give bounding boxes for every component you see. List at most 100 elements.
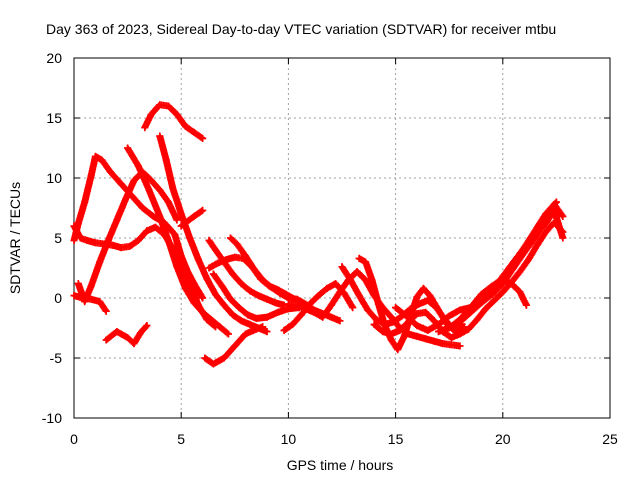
data-point: [91, 239, 99, 247]
data-series-arc-3: [74, 168, 181, 306]
data-point: [364, 306, 372, 314]
data-point: [143, 227, 151, 235]
y-tick-label: 5: [54, 230, 62, 246]
data-point: [259, 276, 267, 284]
data-point: [447, 341, 455, 349]
chart-title: Day 363 of 2023, Sidereal Day-to-day VTE…: [46, 21, 556, 37]
data-point: [242, 252, 250, 260]
data-point: [413, 293, 421, 301]
data-series-arc-9: [177, 206, 207, 230]
data-point: [177, 252, 185, 260]
data-point: [124, 144, 132, 152]
data-point: [169, 184, 177, 192]
data-point: [413, 322, 421, 330]
data-point: [488, 287, 496, 295]
data-point: [87, 282, 95, 290]
data-point: [173, 216, 181, 224]
data-point: [297, 311, 305, 319]
data-point: [203, 275, 211, 283]
data-point: [81, 298, 89, 306]
data-point: [214, 259, 222, 267]
data-point: [327, 313, 335, 321]
data-point: [347, 276, 355, 284]
data-point: [194, 256, 202, 264]
data-point: [284, 294, 292, 302]
data-point: [102, 336, 110, 344]
data-point: [231, 253, 239, 261]
data-point: [533, 241, 541, 249]
y-tick-label: 0: [54, 290, 62, 306]
y-tick-label: 15: [46, 110, 62, 126]
data-point: [98, 156, 106, 164]
data-point: [70, 236, 78, 244]
data-point: [128, 192, 136, 200]
data-point: [246, 287, 254, 295]
data-point: [164, 198, 172, 206]
x-tick-label: 20: [495, 431, 511, 447]
data-point: [272, 299, 280, 307]
data-point: [259, 323, 267, 331]
data-point: [552, 198, 560, 206]
data-point: [413, 332, 421, 340]
data-point: [464, 325, 472, 333]
data-point: [490, 296, 498, 304]
data-point: [413, 310, 421, 318]
data-point: [156, 212, 164, 220]
data-point: [274, 308, 282, 316]
data-point: [374, 300, 382, 308]
data-point: [220, 258, 228, 266]
data-point: [156, 101, 164, 109]
data-series-arc-12: [205, 236, 288, 309]
data-point: [134, 236, 142, 244]
data-point: [184, 268, 192, 276]
y-tick-label: -10: [42, 410, 62, 426]
data-point: [117, 180, 125, 188]
data-point: [338, 263, 346, 271]
data-point: [87, 172, 95, 180]
data-point: [293, 295, 301, 303]
data-point: [205, 236, 213, 244]
data-series-arc-6: [141, 101, 207, 142]
data-point: [499, 272, 507, 280]
data-point: [477, 290, 485, 298]
data-point: [244, 311, 252, 319]
marker-layer: [70, 101, 567, 368]
data-point: [156, 186, 164, 194]
data-point: [212, 246, 220, 254]
data-point: [392, 304, 400, 312]
data-point: [70, 292, 78, 300]
data-point: [209, 360, 217, 368]
data-point: [310, 308, 318, 316]
data-point: [242, 330, 250, 338]
data-point: [149, 212, 157, 220]
data-point: [456, 342, 464, 350]
data-point: [381, 322, 389, 330]
data-point: [402, 312, 410, 320]
data-point: [102, 307, 110, 315]
data-point: [171, 230, 179, 238]
data-point: [302, 305, 310, 313]
data-point: [319, 313, 327, 321]
data-point: [355, 292, 363, 300]
data-point: [332, 280, 340, 288]
data-point: [190, 280, 198, 288]
data-point: [173, 263, 181, 271]
data-point: [124, 334, 132, 342]
x-tick-label: 10: [281, 431, 297, 447]
data-point: [136, 329, 144, 337]
data-point: [362, 276, 370, 284]
data-point: [220, 301, 228, 309]
data-point: [379, 328, 387, 336]
x-tick-label: 0: [70, 431, 78, 447]
data-point: [181, 122, 189, 130]
data-point: [516, 288, 524, 296]
data-point: [224, 330, 232, 338]
data-point: [263, 295, 271, 303]
data-point: [434, 328, 442, 336]
data-point: [531, 227, 539, 235]
series-markers: [141, 101, 207, 142]
data-point: [81, 198, 89, 206]
series-markers: [102, 322, 151, 348]
data-point: [227, 234, 235, 242]
